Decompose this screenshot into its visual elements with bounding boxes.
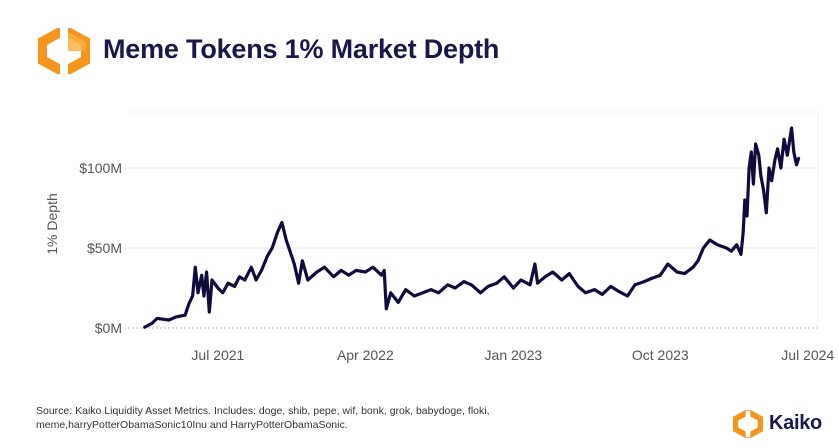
source-note: Source: Kaiko Liquidity Asset Metrics. I…	[36, 404, 676, 432]
y-tick-label: $50M	[87, 240, 122, 256]
chart-header: Meme Tokens 1% Market Depth	[0, 0, 839, 100]
x-tick-label: Jul 2021	[191, 347, 244, 363]
x-tick-label: Oct 2023	[632, 347, 689, 363]
source-line-1: Source: Kaiko Liquidity Asset Metrics. I…	[36, 405, 490, 417]
line-chart: $0M $50M $100M Jul 2021 Apr 2022 Jan 2023 Oct…	[44, 111, 834, 363]
chart-title: Meme Tokens 1% Market Depth	[103, 34, 500, 64]
x-axis: Jul 2021 Apr 2022 Jan 2023 Oct 2023 Jul 2024	[191, 347, 834, 363]
grid-lines	[128, 111, 819, 329]
depth-series-line	[143, 126, 801, 329]
y-axis: $0M $50M $100M	[79, 160, 122, 336]
brand-name: Kaiko	[769, 412, 822, 434]
x-tick-label: Apr 2022	[337, 347, 394, 363]
y-tick-label: $100M	[79, 160, 122, 176]
y-tick-label: $0M	[95, 320, 122, 336]
y-axis-label: 1% Depth	[44, 193, 60, 254]
x-tick-label: Jul 2024	[781, 347, 834, 363]
kaiko-hexagon-logo-icon	[38, 28, 90, 74]
kaiko-brand-icon	[733, 410, 763, 438]
source-line-2: meme,harryPotterObamaSonic10Inu and Harr…	[36, 419, 348, 431]
x-tick-label: Jan 2023	[485, 347, 543, 363]
